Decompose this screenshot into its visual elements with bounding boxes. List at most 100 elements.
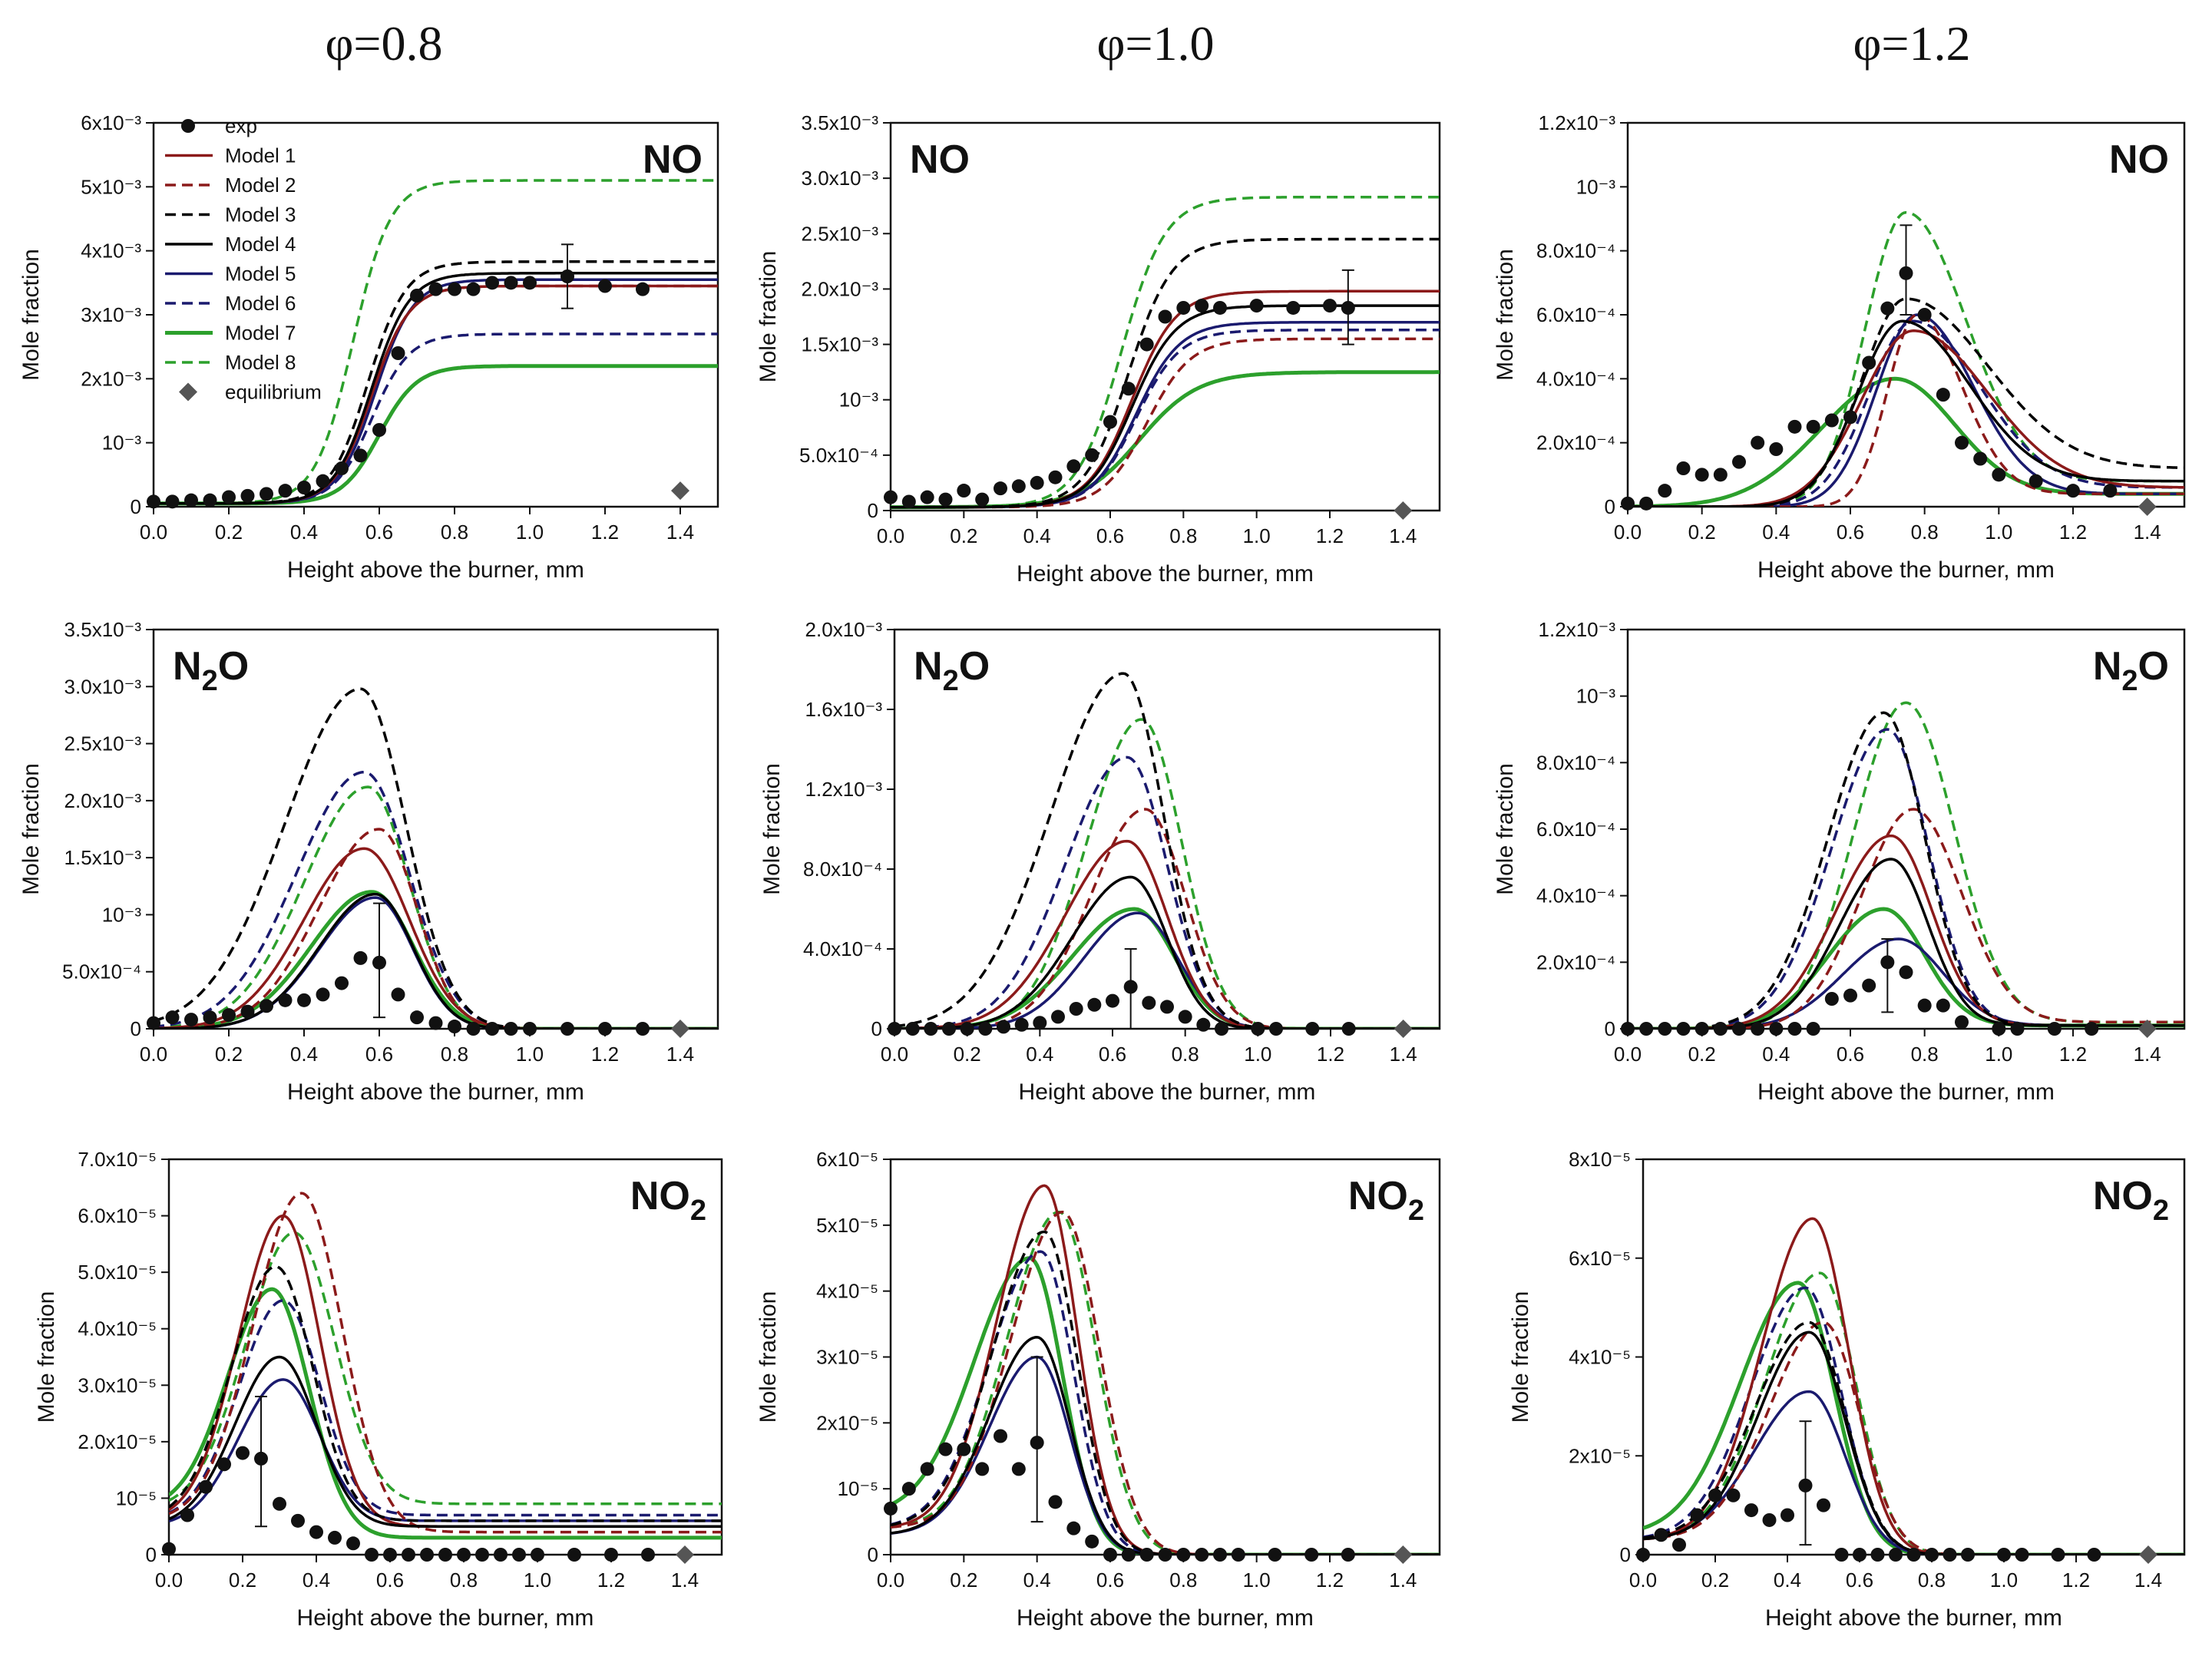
legend-marker	[179, 382, 197, 402]
exp-point	[888, 1022, 901, 1036]
series-line-model-5	[1628, 937, 2184, 1029]
x-axis-label: Height above the burner, mm	[1017, 561, 1314, 587]
y-tick-label: 4x10⁻⁵	[1569, 1346, 1631, 1369]
x-tick-label: 1.2	[2062, 1568, 2090, 1592]
exp-point	[2051, 1548, 2065, 1562]
y-tick-label: 1.6x10⁻³	[805, 698, 883, 721]
series-line-model-8	[891, 195, 1440, 509]
exp-point	[938, 1442, 953, 1456]
exp-point	[1943, 1548, 1957, 1562]
legend-entry: equilibrium	[179, 381, 322, 404]
x-tick-label: 0.2	[1701, 1568, 1729, 1592]
exp-point	[485, 1022, 499, 1036]
y-tick-label: 2.5x10⁻³	[802, 222, 879, 245]
exp-point	[2015, 1548, 2029, 1562]
exp-point	[346, 1536, 360, 1551]
series-line-model-8	[1643, 1271, 2184, 1555]
exp-point	[1781, 1508, 1794, 1522]
exp-point	[184, 1013, 198, 1027]
exp-point	[1862, 978, 1876, 993]
x-tick-label: 0.6	[365, 521, 393, 544]
exp-point	[1636, 1548, 1650, 1562]
plot-frame	[889, 121, 1441, 512]
model-curves	[1628, 210, 2184, 507]
y-tick-label: 10⁻³	[102, 903, 142, 926]
equilibrium-marker	[2139, 1545, 2157, 1564]
exp-point	[1806, 1022, 1820, 1036]
exp-point	[636, 1022, 650, 1036]
plot-frame	[893, 628, 1441, 1030]
equilibrium-marker	[671, 481, 689, 501]
exp-point	[1676, 461, 1691, 475]
y-tick-label: 6x10⁻³	[81, 111, 141, 134]
exp-point	[2085, 1022, 2099, 1036]
x-axis-label: Height above the burner, mm	[1757, 1079, 2055, 1105]
equilibrium-marker	[671, 1020, 689, 1038]
series-line-model-3	[1628, 297, 2184, 507]
y-tick-label: 0	[1605, 495, 1615, 518]
series-line-model-8	[154, 785, 718, 1029]
x-tick-label: 1.4	[1389, 1568, 1417, 1592]
exp-point	[1834, 1548, 1849, 1562]
series-line-model-2	[1643, 1321, 2184, 1555]
exp-point	[994, 481, 1007, 496]
y-axis-label: Mole fraction	[34, 1291, 59, 1423]
exp-point	[567, 1548, 581, 1562]
exp-point	[957, 484, 971, 498]
exp-point	[604, 1548, 618, 1562]
exp-point	[1732, 455, 1746, 469]
exp-point	[1269, 1022, 1283, 1036]
exp-point	[901, 494, 916, 509]
x-tick-label: 0.2	[954, 1043, 981, 1066]
exp-point	[1014, 1017, 1029, 1032]
y-tick-label: 3.0x10⁻³	[64, 675, 142, 698]
x-tick-label: 1.4	[666, 1043, 694, 1066]
exp-point	[1658, 484, 1672, 498]
y-tick-label: 5.0x10⁻⁴	[62, 960, 141, 983]
legend: exp Model 1 Model 2 Model 3 Model 4 Model 5 Mo…	[165, 114, 322, 404]
panel-no2-phi10: 0.0 0.2 0.4 0.6 0.8 1.0 1.2 1.4 Height above the…	[756, 1148, 1441, 1631]
exp-point	[1695, 468, 1709, 482]
exp-point	[598, 1022, 612, 1036]
x-tick-label: 1.2	[591, 521, 619, 544]
exp-point	[240, 1004, 255, 1019]
y-tick-label: 2.0x10⁻⁴	[1536, 431, 1615, 455]
x-tick-label: 0.0	[877, 524, 904, 547]
x-tick-label: 1.2	[597, 1568, 625, 1592]
y-tick-label: 6.0x10⁻⁵	[78, 1205, 157, 1228]
x-tick-label: 0.6	[376, 1568, 404, 1592]
x-tick-label: 1.4	[2134, 1568, 2162, 1592]
y-tick-label: 3.0x10⁻³	[802, 167, 879, 190]
x-tick-label: 1.4	[2134, 521, 2161, 544]
exp-point	[222, 490, 236, 504]
y-axis-label: Mole fraction	[756, 251, 781, 383]
exp-point	[260, 487, 273, 501]
x-tick-label: 0.4	[1762, 521, 1790, 544]
y-tick-label: 4x10⁻³	[81, 240, 141, 263]
legend-label: Model 6	[225, 292, 296, 315]
y-tick-label: 2x10⁻⁵	[1569, 1444, 1631, 1467]
exp-point	[1087, 997, 1102, 1012]
y-tick-label: 0	[868, 1543, 878, 1566]
plot-frame	[167, 1158, 723, 1556]
exp-point	[372, 955, 386, 970]
panels: 0.0 0.2 0.4 0.6 0.8 1.0 1.2 1.4 Height above the…	[18, 111, 2186, 1631]
series-line-model-7	[1628, 376, 2184, 507]
series-line-model-8	[891, 1210, 1440, 1555]
y-tick-label: 5.0x10⁻⁴	[799, 444, 878, 467]
exp-point	[457, 1548, 471, 1562]
exp-point	[1961, 1548, 1975, 1562]
exp-point	[978, 1022, 993, 1036]
exp-point	[1304, 1548, 1319, 1562]
x-tick-label: 1.2	[2059, 521, 2087, 544]
species-label: NO	[2109, 137, 2169, 182]
x-tick-label: 0.0	[1614, 521, 1642, 544]
exp-point	[1862, 355, 1876, 370]
exp-point	[531, 1548, 544, 1562]
y-tick-label: 6.0x10⁻⁴	[1536, 303, 1615, 326]
exp-point	[1286, 300, 1301, 315]
exp-point	[328, 1530, 342, 1545]
legend-entry: Model 8	[165, 351, 296, 374]
exp-point	[884, 1501, 898, 1516]
exp-point	[180, 1508, 194, 1522]
